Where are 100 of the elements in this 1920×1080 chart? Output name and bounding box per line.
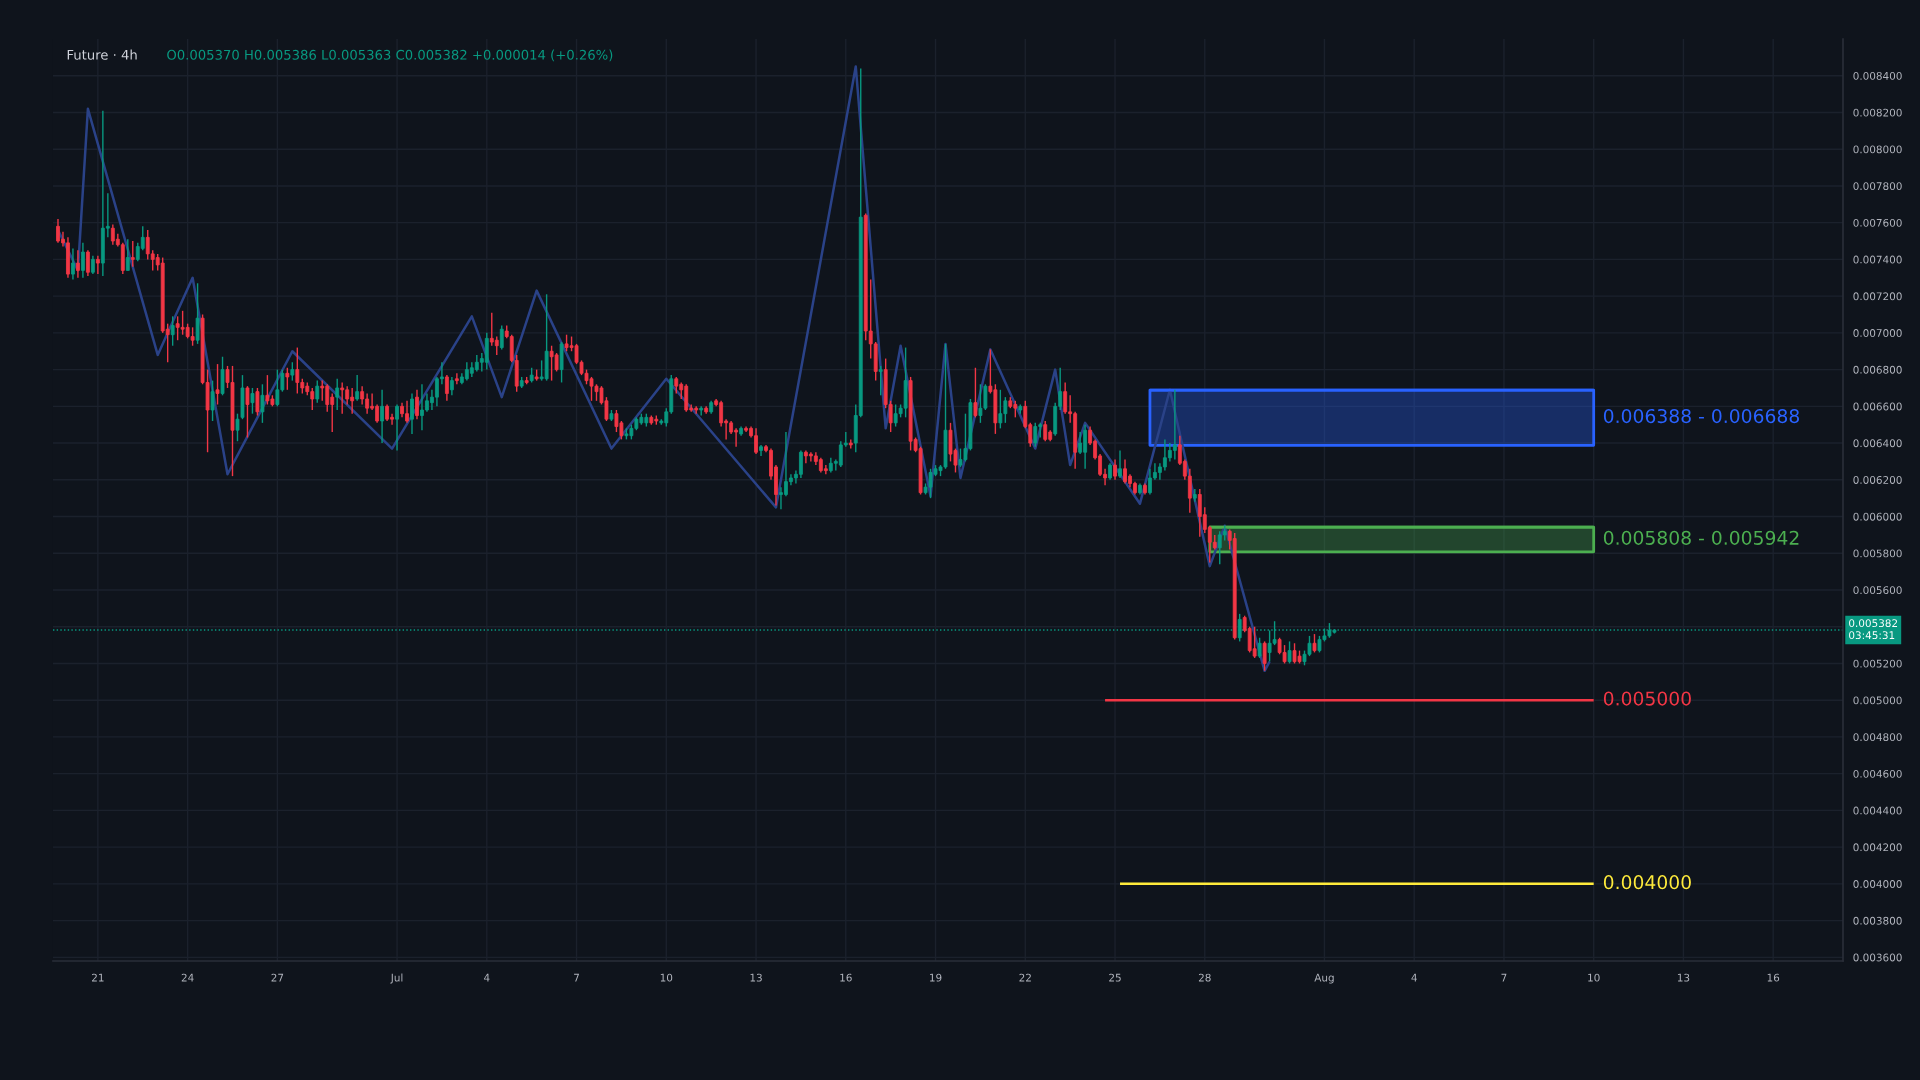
y-tick-label: 0.004200 — [1853, 843, 1902, 852]
candlestick — [85, 249, 90, 277]
y-tick-label: 0.006200 — [1853, 476, 1902, 484]
y-tick-label: 0.006800 — [1853, 365, 1902, 374]
x-tick-label: 7 — [574, 973, 579, 982]
y-tick-label: 0.007800 — [1853, 182, 1902, 191]
candlestick — [1252, 626, 1257, 659]
x-tick-label: 13 — [1677, 973, 1690, 982]
candlestick — [215, 363, 220, 406]
candlestick — [1113, 458, 1117, 481]
candlestick — [95, 255, 100, 275]
y-tick-label: 0.005600 — [1853, 586, 1902, 595]
x-tick-label: 7 — [1501, 973, 1507, 982]
x-tick-label: 25 — [1109, 973, 1121, 982]
y-tick-label: 0.008000 — [1853, 145, 1902, 154]
candlestick — [494, 335, 499, 356]
candlestick — [355, 374, 360, 402]
y-tick-label: 0.005800 — [1853, 549, 1902, 558]
x-tick-label: 21 — [92, 973, 104, 982]
text: Future · 4h — [67, 49, 137, 60]
candlestick — [260, 383, 265, 424]
y-tick-label: 0.008200 — [1853, 108, 1902, 117]
candlestick — [499, 324, 504, 351]
x-tick-label: 10 — [1588, 973, 1600, 982]
candlestick — [1043, 420, 1048, 442]
candlestick — [170, 315, 175, 347]
annotation: 0.005808 - 0.005942 — [1603, 530, 1799, 545]
y-tick-label: 0.007400 — [1853, 255, 1902, 264]
y-tick-label: 0.007000 — [1853, 329, 1902, 337]
candlestick — [444, 374, 449, 402]
x-tick-label: 4 — [483, 973, 490, 982]
candlestick — [315, 379, 320, 404]
ref-line-label: 0.005382 03:45:31 — [1849, 619, 1898, 640]
y-tick-label: 0.006400 — [1853, 439, 1902, 448]
candlestick — [449, 376, 454, 397]
candlestick — [81, 242, 85, 279]
candlestick — [125, 238, 130, 272]
candlestick — [1078, 431, 1083, 455]
candlestick — [699, 405, 704, 417]
data-label: 0.005000 — [1603, 691, 1691, 706]
y-tick-label: 0.007600 — [1853, 218, 1902, 227]
x-tick-label: 16 — [1767, 973, 1780, 982]
candlestick — [90, 255, 95, 275]
candlestick — [1063, 381, 1068, 415]
candlestick — [245, 385, 250, 439]
x-tick-label: 19 — [930, 973, 942, 982]
y-tick-label: 0.003600 — [1853, 953, 1902, 962]
candlestick — [220, 356, 225, 397]
candlestick — [1287, 640, 1292, 665]
y-tick-label: 0.004400 — [1853, 806, 1902, 815]
candlestick — [195, 282, 200, 345]
data-label: 0.004000 — [1603, 875, 1691, 890]
y-tick-label: 0.006600 — [1853, 402, 1902, 411]
candlestick — [1033, 422, 1038, 448]
candlestick — [320, 379, 325, 402]
candlestick — [295, 346, 300, 395]
candlestick — [1118, 449, 1122, 479]
candlestick — [290, 361, 295, 382]
x-tick-label: 16 — [840, 973, 852, 982]
x-tick-label: 27 — [271, 973, 284, 982]
candlestick — [415, 389, 419, 420]
annotation: 0.006388 - 0.006688 — [1603, 408, 1799, 424]
x-tick-label: 22 — [1019, 973, 1031, 982]
x-tick-label: 10 — [660, 973, 673, 982]
x-tick-label: 4 — [1411, 973, 1417, 982]
candlestick — [255, 387, 260, 417]
y-tick-label: 0.004000 — [1853, 880, 1902, 888]
text: O0.005370 H0.005386 L0.005363 C0.005382 +0.000014 (+0.26%) — [167, 49, 613, 62]
y-tick-label: 0.006000 — [1853, 512, 1902, 521]
candlestick — [340, 381, 345, 415]
candlestick — [335, 378, 340, 411]
candlestick — [285, 367, 290, 391]
candlestick — [380, 389, 384, 444]
candlestick — [410, 392, 414, 435]
candlestick — [235, 412, 240, 442]
x-tick-label: 28 — [1198, 973, 1211, 982]
candlestick — [878, 365, 883, 397]
x-tick-label: Jul — [390, 973, 403, 984]
x-tick-label: Aug — [1314, 973, 1334, 984]
y-tick-label: 0.004600 — [1853, 769, 1902, 778]
y-tick-label: 0.003800 — [1853, 916, 1902, 925]
candlestick — [484, 332, 489, 371]
y-tick-label: 0.005000 — [1853, 696, 1902, 705]
candlestick — [454, 372, 459, 385]
y-tick-label: 0.007200 — [1853, 292, 1902, 301]
candlestick — [395, 403, 399, 452]
candlestick — [360, 385, 365, 406]
y-tick-label: 0.008400 — [1853, 71, 1902, 80]
candlestick — [1262, 640, 1267, 672]
candlestick — [210, 379, 215, 422]
candlestick — [1257, 637, 1262, 659]
candlestick — [973, 367, 978, 419]
y-tick-label: 0.005200 — [1853, 659, 1902, 668]
candlestick — [76, 249, 80, 279]
x-tick-label: 13 — [750, 973, 762, 982]
candlestick — [1312, 633, 1317, 654]
candlestick — [130, 240, 135, 268]
candlestick — [250, 387, 255, 415]
candlestick — [1172, 389, 1177, 461]
x-tick-label: 24 — [181, 973, 194, 982]
